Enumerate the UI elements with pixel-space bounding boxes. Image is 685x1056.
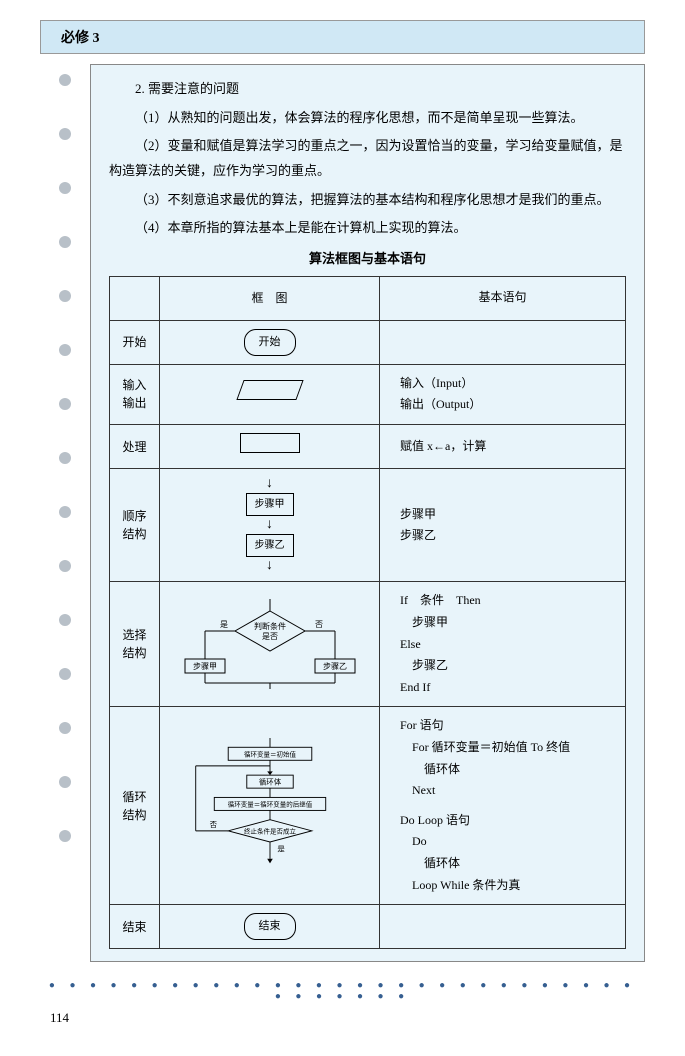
row-start: 开始 开始	[110, 320, 626, 364]
label-io: 输入 输出	[110, 364, 160, 424]
label-selection: 选择 结构	[110, 582, 160, 707]
paragraph-2: （2）变量和赋值是算法学习的重点之一，因为设置恰当的变量，学习给变量赋值，是构造…	[109, 134, 626, 183]
svg-text:是否: 是否	[262, 632, 278, 641]
loop-diagram: 循环变量＝初始值 循环体 循环变量＝循环变量的后继值 终止条件是否	[166, 738, 373, 874]
row-io: 输入 输出 输入（Input） 输出（Output）	[110, 364, 626, 424]
sequence-diagram: ↓ 步骤甲 ↓ 步骤乙 ↓	[166, 477, 373, 573]
sel-l4: 步骤乙	[400, 655, 619, 677]
svg-text:循环体: 循环体	[258, 776, 281, 786]
parallelogram-icon	[236, 380, 303, 400]
binder-holes	[40, 64, 90, 962]
paragraph-1: （1）从熟知的问题出发，体会算法的程序化思想，而不是简单呈现一些算法。	[109, 106, 626, 131]
svg-text:步骤甲: 步骤甲	[193, 662, 217, 671]
sel-l5: End If	[400, 677, 619, 699]
terminator-end-icon: 结束	[244, 913, 296, 940]
label-end: 结束	[110, 905, 160, 949]
seq-text2: 步骤乙	[400, 525, 619, 547]
label-process: 处理	[110, 424, 160, 469]
seq-step2: 步骤乙	[246, 534, 294, 557]
loop-l5: Do Loop 语句	[400, 810, 619, 832]
process-text: 赋值 x←a，计算	[380, 424, 626, 469]
row-selection: 选择 结构 判断条件 是否 是 否	[110, 582, 626, 707]
table-title: 算法框图与基本语句	[109, 247, 626, 272]
svg-text:是: 是	[277, 844, 285, 853]
svg-text:否: 否	[209, 820, 217, 829]
loop-l1: For 语句	[400, 715, 619, 737]
row-process: 处理 赋值 x←a，计算	[110, 424, 626, 469]
loop-l2: For 循环变量＝初始值 To 终值	[400, 737, 619, 759]
svg-text:是: 是	[220, 620, 228, 629]
rectangle-icon	[240, 433, 300, 453]
col-header-statement: 基本语句	[380, 276, 626, 320]
page-content: 2. 需要注意的问题 （1）从熟知的问题出发，体会算法的程序化思想，而不是简单呈…	[90, 64, 645, 962]
sel-l3: Else	[400, 634, 619, 656]
section-heading: 2. 需要注意的问题	[109, 77, 626, 102]
loop-l8: Loop While 条件为真	[400, 875, 619, 897]
paragraph-3: （3）不刻意追求最优的算法，把握算法的基本结构和程序化思想才是我们的重点。	[109, 188, 626, 213]
io-input-text: 输入（Input）	[400, 373, 619, 395]
row-sequence: 顺序 结构 ↓ 步骤甲 ↓ 步骤乙 ↓ 步骤甲 步骤乙	[110, 469, 626, 582]
terminator-start-icon: 开始	[244, 329, 296, 356]
svg-text:循环变量＝初始值: 循环变量＝初始值	[244, 749, 297, 758]
loop-l3: 循环体	[400, 759, 619, 781]
seq-text1: 步骤甲	[400, 504, 619, 526]
label-sequence: 顺序 结构	[110, 469, 160, 582]
loop-l7: 循环体	[400, 853, 619, 875]
svg-text:循环变量＝循环变量的后继值: 循环变量＝循环变量的后继值	[227, 799, 312, 808]
paragraph-4: （4）本章所指的算法基本上是能在计算机上实现的算法。	[109, 216, 626, 241]
label-loop: 循环 结构	[110, 707, 160, 905]
label-start: 开始	[110, 320, 160, 364]
svg-text:终止条件是否成立: 终止条件是否成立	[244, 826, 297, 835]
col-header-diagram: 框 图	[160, 276, 380, 320]
seq-step1: 步骤甲	[246, 493, 294, 516]
selection-diagram: 判断条件 是否 是 否 步骤甲 步骤乙	[166, 599, 373, 689]
loop-l4: Next	[400, 780, 619, 802]
svg-text:判断条件: 判断条件	[254, 621, 286, 631]
flowchart-table: 框 图 基本语句 开始 开始 输入 输出 输入（Input） 输出（Output…	[109, 276, 626, 949]
row-loop: 循环 结构 循环变量＝初始值 循环体	[110, 707, 626, 905]
svg-text:步骤乙: 步骤乙	[323, 662, 347, 671]
decorative-dots: ● ● ● ● ● ● ● ● ● ● ● ● ● ● ● ● ● ● ● ● …	[40, 980, 645, 1002]
table-header-row: 框 图 基本语句	[110, 276, 626, 320]
loop-l6: Do	[400, 831, 619, 853]
page-number: 114	[40, 1010, 645, 1026]
sel-l2: 步骤甲	[400, 612, 619, 634]
io-output-text: 输出（Output）	[400, 394, 619, 416]
row-end: 结束 结束	[110, 905, 626, 949]
svg-text:否: 否	[315, 620, 323, 629]
sel-l1: If 条件 Then	[400, 590, 619, 612]
chapter-header: 必修 3	[40, 20, 645, 54]
